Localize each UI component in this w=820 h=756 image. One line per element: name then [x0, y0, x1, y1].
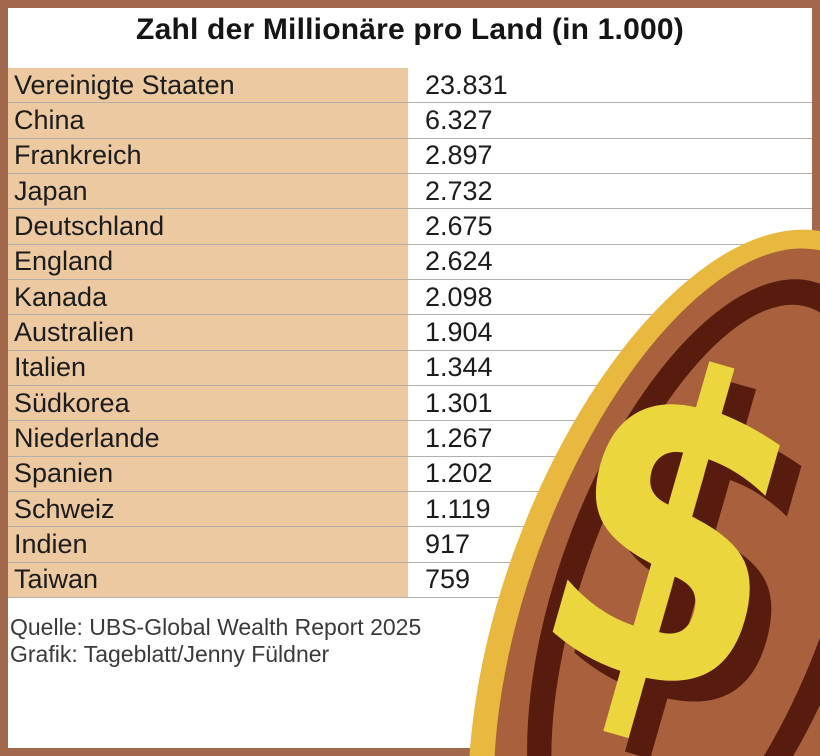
table-row: Niederlande 1.267 — [8, 421, 812, 457]
country-value: 2.897 — [425, 140, 493, 171]
country-label: Taiwan — [8, 562, 408, 597]
table-row: Taiwan 759 — [8, 562, 812, 598]
country-value: 2.732 — [425, 175, 493, 206]
country-label: Indien — [8, 527, 408, 562]
country-value: 6.327 — [425, 104, 493, 135]
country-label: Frankreich — [8, 138, 408, 173]
table-row: Japan 2.732 — [8, 173, 812, 210]
country-value: 2.098 — [425, 281, 493, 312]
table-row: China 6.327 — [8, 103, 812, 139]
table-row: Indien 917 — [8, 527, 812, 563]
table-row: Vereinigte Staaten 23.831 — [8, 68, 812, 104]
table-row: England 2.624 — [8, 244, 812, 280]
country-value: 2.675 — [425, 210, 493, 241]
country-table: Vereinigte Staaten 23.831 China 6.327 Fr… — [8, 68, 812, 598]
country-value: 1.119 — [425, 493, 491, 524]
country-label: Italien — [8, 350, 408, 385]
country-value: 917 — [425, 528, 471, 559]
country-label: Spanien — [8, 456, 408, 491]
country-label: Australien — [8, 315, 408, 350]
country-value: 1.267 — [425, 422, 493, 453]
country-label: Kanada — [8, 279, 408, 315]
source-line: Quelle: UBS-Global Wealth Report 2025 — [10, 614, 422, 640]
country-value: 23.831 — [425, 69, 508, 100]
country-value: 1.301 — [425, 387, 493, 418]
country-label: Schweiz — [8, 491, 408, 527]
source-credit: Quelle: UBS-Global Wealth Report 2025 Gr… — [10, 614, 421, 668]
table-row: Frankreich 2.897 — [8, 138, 812, 174]
country-label: Niederlande — [8, 421, 408, 456]
country-value: 1.344 — [425, 352, 493, 383]
table-row: Italien 1.344 — [8, 350, 812, 386]
country-value: 1.904 — [425, 316, 493, 347]
country-label: Japan — [8, 173, 408, 209]
country-value: 1.202 — [425, 458, 493, 489]
country-value: 2.624 — [425, 246, 493, 277]
table-row: Schweiz 1.119 — [8, 491, 812, 528]
country-value: 759 — [425, 564, 471, 595]
country-label: England — [8, 244, 408, 279]
country-label: Südkorea — [8, 385, 408, 421]
credit-line: Grafik: Tageblatt/Jenny Füldner — [10, 641, 330, 667]
table-row: Spanien 1.202 — [8, 456, 812, 492]
country-label: China — [8, 103, 408, 138]
table-row: Australien 1.904 — [8, 315, 812, 351]
table-row: Deutschland 2.675 — [8, 209, 812, 245]
country-label: Vereinigte Staaten — [8, 68, 408, 103]
table-row: Südkorea 1.301 — [8, 385, 812, 422]
country-label: Deutschland — [8, 209, 408, 244]
chart-title: Zahl der Millionäre pro Land (in 1.000) — [136, 13, 684, 46]
table-row: Kanada 2.098 — [8, 279, 812, 316]
